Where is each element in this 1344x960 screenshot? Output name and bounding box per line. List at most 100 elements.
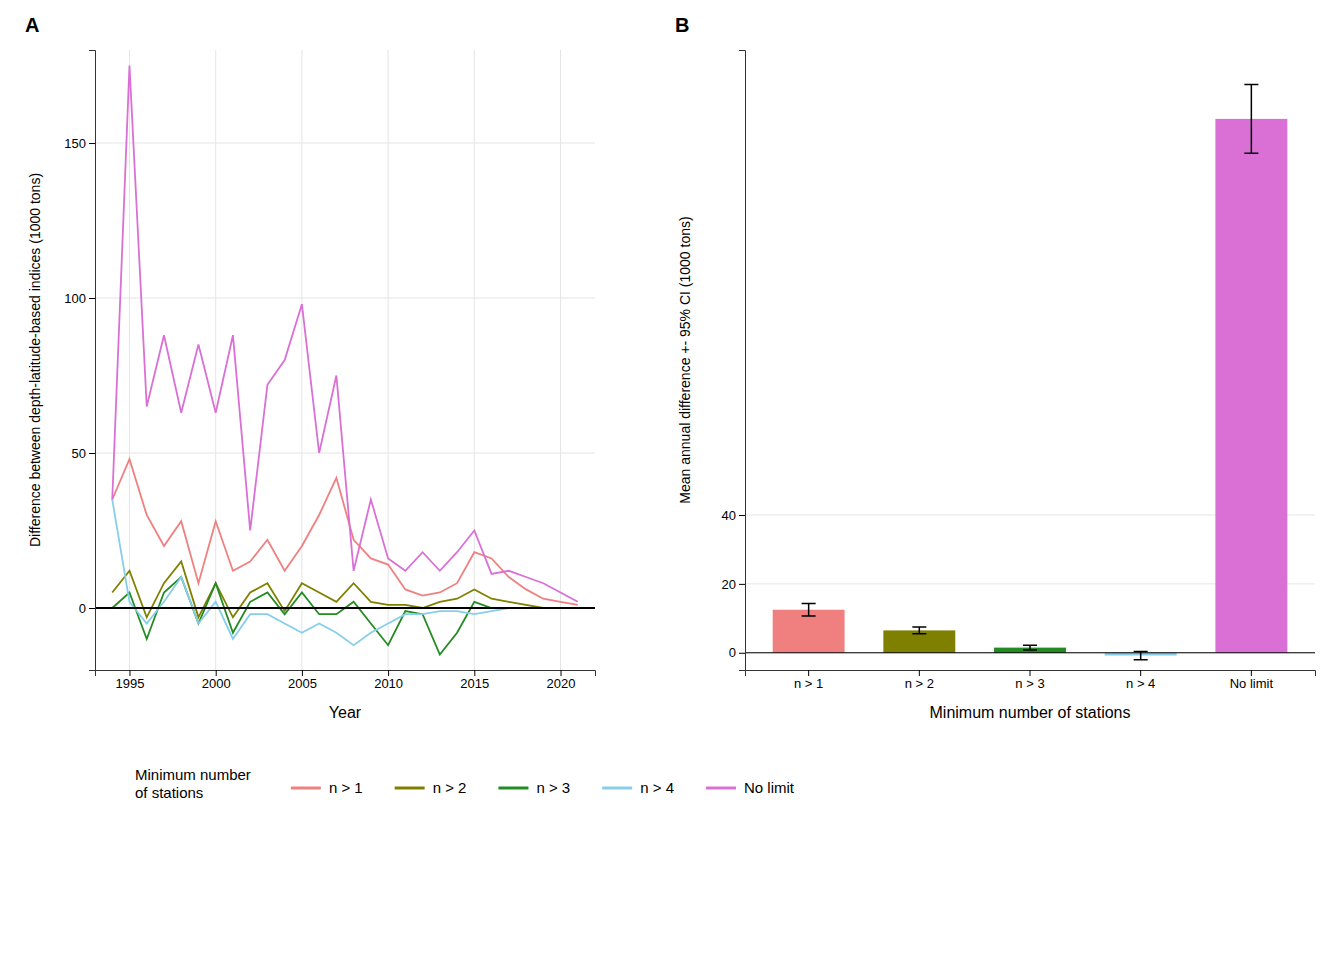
tick: No limit xyxy=(1230,670,1274,691)
line xyxy=(112,500,578,646)
tick: 40 xyxy=(722,508,745,523)
error-bar xyxy=(802,604,816,616)
zero-line xyxy=(745,652,1315,653)
grid xyxy=(95,50,595,670)
legend-label: n > 4 xyxy=(640,779,674,796)
tick-label: 2020 xyxy=(547,676,576,691)
tick-label: No limit xyxy=(1230,676,1274,691)
tick-mark xyxy=(89,453,95,454)
tick-mark xyxy=(739,515,745,516)
tick-mark xyxy=(216,670,217,676)
tick-mark xyxy=(302,670,303,676)
panel-label: B xyxy=(675,14,689,36)
tick-mark xyxy=(1140,670,1141,676)
line xyxy=(112,577,578,655)
tick-label: 0 xyxy=(79,601,86,616)
tick-label: 2005 xyxy=(288,676,317,691)
tick-label: n > 4 xyxy=(1126,676,1155,691)
grid-line xyxy=(95,608,595,609)
legend-item: No limit xyxy=(706,779,795,796)
axis: n > 1 n > 2 n > 3 n > 4 No limit xyxy=(746,670,1316,691)
panel: 0 50 100 150 1995 2000 2005 2010 2015 2020 Year Dif… xyxy=(25,14,596,721)
grid-line xyxy=(95,453,595,454)
grid-line xyxy=(95,298,595,299)
tick-mark xyxy=(1251,670,1252,676)
tick: n > 1 xyxy=(794,670,823,691)
tick-label: n > 3 xyxy=(1015,676,1044,691)
tick-mark xyxy=(388,670,389,676)
tick: 2005 xyxy=(288,670,317,691)
plot-area xyxy=(112,66,578,655)
tick-label: 0 xyxy=(729,645,736,660)
line xyxy=(112,66,578,602)
error-bar xyxy=(1023,645,1037,650)
error-bar xyxy=(1244,84,1258,153)
x-axis-title: Year xyxy=(329,704,362,721)
legend: Minimum numberof stationsn > 1n > 2n > 3… xyxy=(135,766,795,801)
x-axis-title: Minimum number of stations xyxy=(930,704,1131,721)
legend-label: n > 1 xyxy=(329,779,363,796)
tick-mark xyxy=(739,653,745,654)
legend-label: No limit xyxy=(744,779,795,796)
axis-line xyxy=(746,671,1316,677)
chart-svg: 0 50 100 150 1995 2000 2005 2010 2015 2020 Year Dif… xyxy=(0,0,1344,960)
grid-line xyxy=(745,652,1315,653)
legend-swatch xyxy=(602,787,632,790)
panel-label: A xyxy=(25,14,39,36)
tick-label: 1995 xyxy=(116,676,145,691)
legend-item: n > 2 xyxy=(395,779,467,796)
tick-mark xyxy=(808,670,809,676)
tick-label: n > 2 xyxy=(905,676,934,691)
legend-swatch xyxy=(498,787,528,790)
tick-label: 40 xyxy=(722,508,736,523)
grid-line xyxy=(560,50,561,670)
tick-label: n > 1 xyxy=(794,676,823,691)
legend-item: n > 4 xyxy=(602,779,674,796)
tick: 100 xyxy=(64,291,95,306)
axis: 0 50 100 150 xyxy=(64,51,95,671)
tick: 0 xyxy=(729,645,745,660)
bar xyxy=(1215,119,1287,653)
tick-mark xyxy=(129,670,130,676)
tick-label: 50 xyxy=(72,446,86,461)
tick: 50 xyxy=(72,446,95,461)
tick: 150 xyxy=(64,136,95,151)
tick-label: 150 xyxy=(64,136,86,151)
tick: 1995 xyxy=(116,670,145,691)
grid-line xyxy=(301,50,302,670)
zero-line xyxy=(95,607,595,609)
legend-swatch xyxy=(395,787,425,790)
legend-swatch xyxy=(706,787,736,790)
tick-label: 100 xyxy=(64,291,86,306)
tick-mark xyxy=(561,670,562,676)
grid-line xyxy=(95,143,595,144)
tick-label: 2015 xyxy=(460,676,489,691)
tick-label: 2000 xyxy=(202,676,231,691)
legend-label: n > 2 xyxy=(433,779,467,796)
axis-line xyxy=(739,51,746,671)
plot-area xyxy=(773,84,1288,659)
grid-line xyxy=(215,50,216,670)
tick: n > 4 xyxy=(1126,670,1155,691)
legend-title: Minimum numberof stations xyxy=(135,766,251,801)
legend-item: n > 1 xyxy=(291,779,363,796)
grid-line xyxy=(388,50,389,670)
tick: 2010 xyxy=(374,670,403,691)
tick-mark xyxy=(474,670,475,676)
tick: 20 xyxy=(722,577,745,592)
axis-line xyxy=(89,51,96,671)
tick: 0 xyxy=(79,601,95,616)
axis: 0 20 40 xyxy=(722,51,746,671)
legend-swatch xyxy=(291,787,321,790)
tick-mark xyxy=(739,584,745,585)
y-axis-title: Difference between depth-latitude-based … xyxy=(27,173,43,547)
axis: 1995 2000 2005 2010 2015 2020 xyxy=(96,670,596,691)
grid-line xyxy=(129,50,130,670)
error-bar xyxy=(912,627,926,634)
tick-mark xyxy=(89,143,95,144)
panel: 0 20 40 n > 1 n > 2 n > 3 n > 4 No limit Minimum… xyxy=(675,14,1316,721)
grid-line xyxy=(474,50,475,670)
tick-label: 20 xyxy=(722,577,736,592)
tick: 2000 xyxy=(202,670,231,691)
tick: 2015 xyxy=(460,670,489,691)
